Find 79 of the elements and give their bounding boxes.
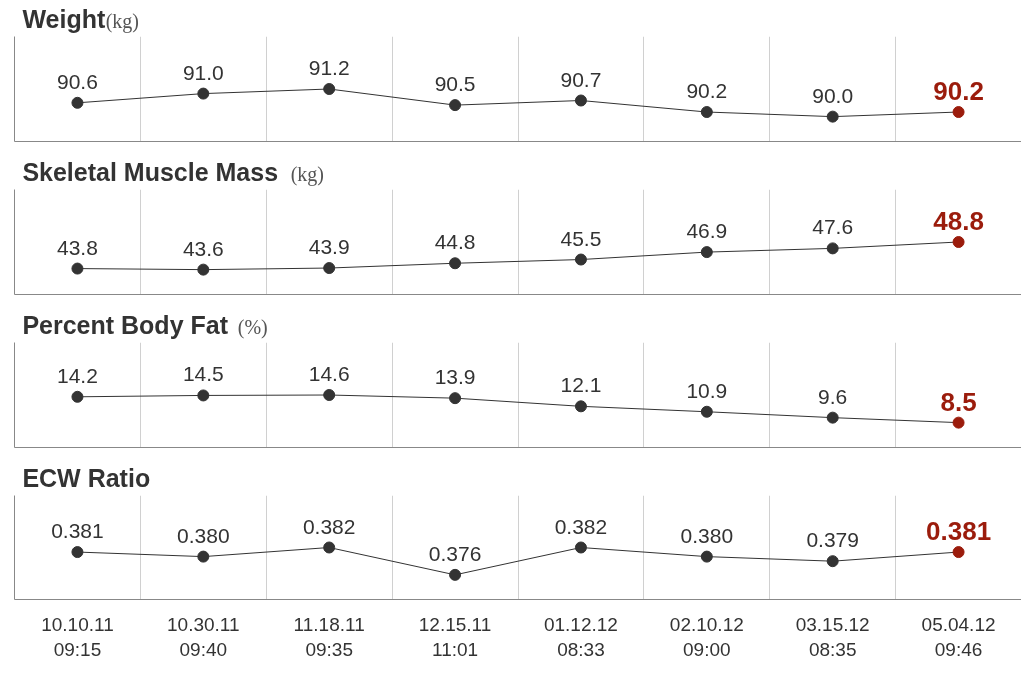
chart-title: ECW Ratio	[22, 463, 151, 492]
data-label: 43.8	[57, 235, 98, 259]
data-label: 8.5	[940, 386, 977, 417]
point	[323, 541, 336, 554]
data-label: 14.2	[57, 363, 98, 387]
data-label: 12.1	[560, 373, 602, 397]
data-label: 14.5	[182, 362, 224, 386]
point	[197, 87, 210, 100]
data-label: 47.6	[812, 215, 854, 239]
data-label: 9.6	[818, 384, 848, 408]
data-label: 0.380	[680, 523, 734, 547]
data-label: 91.2	[308, 56, 350, 79]
x-tick-label: 10.10.11 09:15	[41, 613, 114, 660]
point	[449, 392, 462, 405]
point	[826, 411, 839, 424]
x-tick-label: 05.04.12 09:46	[921, 613, 996, 660]
point	[700, 550, 713, 563]
x-tick-label: 03.15.12 08:35	[795, 613, 870, 660]
point	[826, 555, 839, 568]
data-label: 90.7	[560, 67, 602, 91]
point	[449, 257, 462, 270]
data-label: 10.9	[686, 378, 728, 402]
point	[700, 106, 713, 119]
data-label: 44.8	[434, 230, 476, 254]
chart-title: Weight	[22, 4, 106, 33]
data-label: 13.9	[434, 365, 476, 389]
point	[826, 110, 839, 123]
x-tick-label: 10.30.11 09:40	[167, 613, 240, 660]
data-label: 45.5	[560, 226, 602, 250]
data-label: 43.6	[182, 236, 224, 260]
data-label: 0.376	[428, 541, 482, 565]
point	[952, 416, 965, 429]
data-label: 46.9	[686, 219, 728, 243]
data-label: 90.6	[57, 69, 98, 93]
point	[574, 253, 587, 266]
chart-subtitle: (kg)	[105, 9, 139, 33]
data-label: 0.382	[554, 514, 608, 538]
point	[197, 550, 210, 563]
data-label: 0.381	[926, 516, 992, 547]
point	[574, 400, 587, 413]
point	[574, 94, 587, 107]
chart-title: Percent Body Fat	[22, 310, 229, 339]
point	[71, 96, 84, 109]
data-label: 43.9	[308, 235, 350, 259]
data-label: 0.379	[806, 528, 859, 552]
point	[952, 106, 965, 119]
point	[323, 389, 336, 401]
data-label: 91.0	[182, 60, 224, 84]
data-label: 0.380	[177, 523, 230, 547]
data-label: 48.8	[933, 206, 984, 236]
point	[574, 541, 587, 554]
data-label: 0.381	[51, 519, 104, 543]
data-label: 90.2	[686, 79, 728, 103]
point	[197, 263, 210, 276]
point	[71, 546, 84, 559]
chart-subtitle: (%)	[237, 315, 268, 339]
point	[71, 390, 84, 403]
point	[323, 262, 336, 275]
point	[700, 246, 713, 259]
chart-title: Skeletal Muscle Mass	[22, 157, 279, 186]
point	[700, 405, 713, 418]
data-label: 0.382	[302, 514, 356, 538]
point	[952, 546, 965, 559]
point	[449, 568, 462, 581]
x-tick-label: 11.18.11 09:35	[293, 613, 365, 660]
data-label: 90.5	[434, 72, 476, 96]
data-label: 90.2	[933, 76, 984, 107]
point	[197, 389, 210, 402]
point	[826, 242, 839, 255]
chart-subtitle: (kg)	[290, 162, 324, 186]
x-tick-label: 12.15.11 11:01	[418, 613, 492, 660]
point	[952, 236, 965, 248]
data-label: 14.6	[308, 362, 350, 385]
data-label: 90.0	[812, 83, 854, 107]
point	[449, 99, 462, 112]
point	[323, 83, 336, 95]
point	[71, 262, 84, 275]
x-tick-label: 01.12.12 08:33	[543, 613, 618, 660]
x-tick-label: 02.10.12 09:00	[669, 613, 744, 660]
